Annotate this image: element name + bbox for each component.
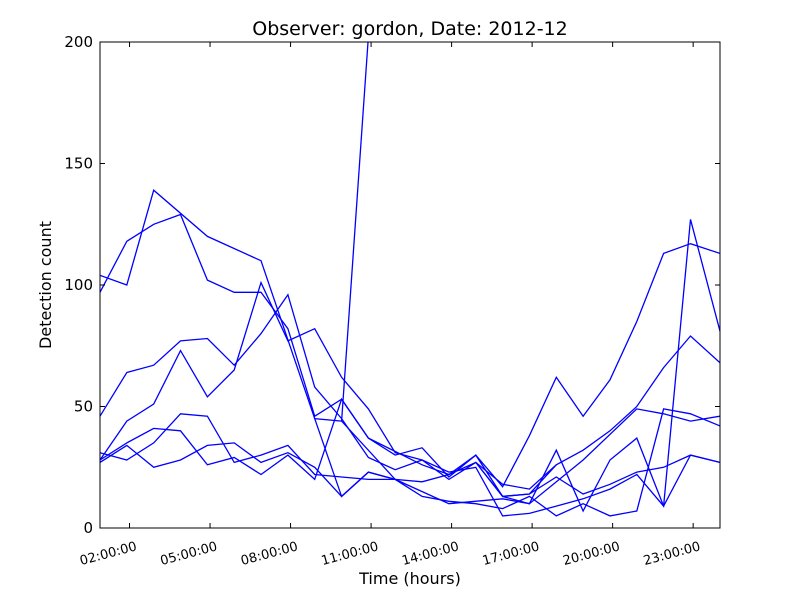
x-axis-label: Time (hours)	[358, 569, 461, 588]
y-axis-label: Detection count	[36, 221, 55, 349]
y-tick-label-200: 200	[64, 33, 93, 51]
y-tick-label-50: 50	[74, 398, 93, 416]
series-line-2	[100, 213, 720, 488]
y-tick-label-100: 100	[64, 276, 93, 294]
y-tick-label-150: 150	[64, 155, 93, 173]
series-line-3	[100, 293, 720, 490]
series-line-5	[100, 397, 720, 513]
x-tick-label-8: 08:00:00	[239, 539, 299, 569]
x-tick-label-20: 20:00:00	[561, 539, 621, 569]
series-line-9	[340, 42, 369, 422]
series-line-7	[100, 442, 720, 498]
x-tick-label-11: 11:00:00	[320, 539, 380, 569]
chart-title: Observer: gordon, Date: 2012-12	[252, 18, 567, 40]
y-axis: 0 50 100 150 200	[64, 33, 720, 537]
series-line-6	[100, 408, 720, 517]
x-tick-label-5: 05:00:00	[159, 539, 219, 569]
x-tick-label-14: 14:00:00	[400, 539, 460, 569]
series-line-10	[475, 461, 557, 498]
x-tick-label-2: 02:00:00	[78, 539, 138, 569]
x-tick-label-17: 17:00:00	[481, 539, 541, 569]
x-tick-label-23: 23:00:00	[642, 539, 702, 569]
series-line-1	[100, 189, 720, 505]
series-line-4	[100, 219, 720, 517]
series-line-8	[314, 418, 396, 498]
plot-frame	[99, 41, 721, 529]
series-layer	[100, 42, 720, 517]
y-tick-label-0: 0	[83, 519, 93, 537]
